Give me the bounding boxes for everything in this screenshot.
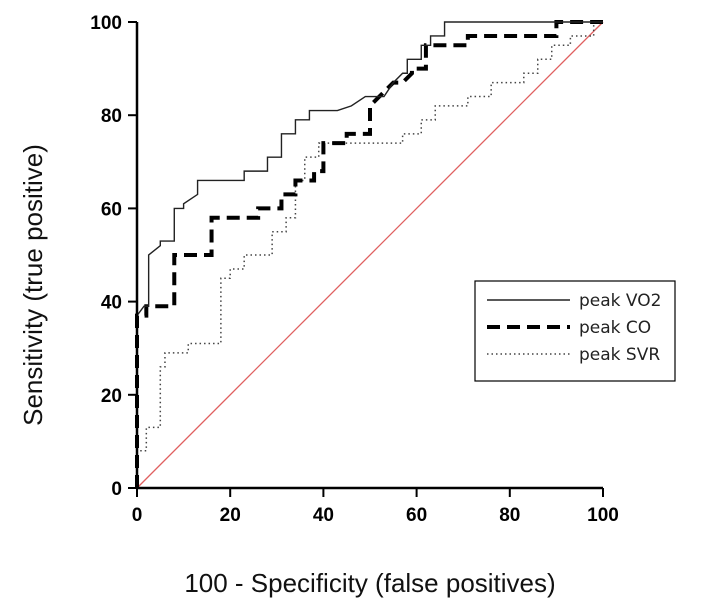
legend-label-peak-vo2: peak VO2: [579, 291, 661, 311]
series-line-peak-vo2: [136, 21, 603, 488]
y-tick-label-40: 40: [101, 293, 122, 314]
legend: peak VO2 peak CO peak SVR: [474, 280, 676, 382]
y-tick-label-60: 60: [101, 199, 122, 220]
tick-layer: 0 20 40 60 80 100 0 20 40 60 80 100: [90, 13, 619, 526]
legend-label-peak-co: peak CO: [579, 318, 651, 338]
y-tick-label-100: 100: [90, 13, 122, 34]
legend-label-peak-svr: peak SVR: [579, 345, 660, 365]
axes: [135, 22, 603, 490]
x-axis-title: 100 - Specificity (false positives): [184, 568, 555, 598]
x-tick-label-0: 0: [132, 505, 143, 526]
y-axis-title: Sensitivity (true positive): [18, 144, 48, 426]
series-layer: [135, 20, 603, 488]
x-tick-label-20: 20: [220, 505, 241, 526]
y-tick-label-0: 0: [111, 479, 122, 500]
reference-layer: [136, 21, 604, 489]
series-line-peak-co: [135, 20, 603, 488]
reference-diagonal: [136, 21, 604, 489]
series-line-peak-svr: [136, 21, 603, 488]
x-tick-label-80: 80: [499, 505, 520, 526]
x-tick-label-100: 100: [587, 505, 619, 526]
y-tick-label-20: 20: [101, 386, 122, 407]
x-tick-label-40: 40: [313, 505, 334, 526]
x-tick-label-60: 60: [406, 505, 427, 526]
y-tick-label-80: 80: [101, 106, 122, 127]
legend-box: [474, 280, 676, 382]
